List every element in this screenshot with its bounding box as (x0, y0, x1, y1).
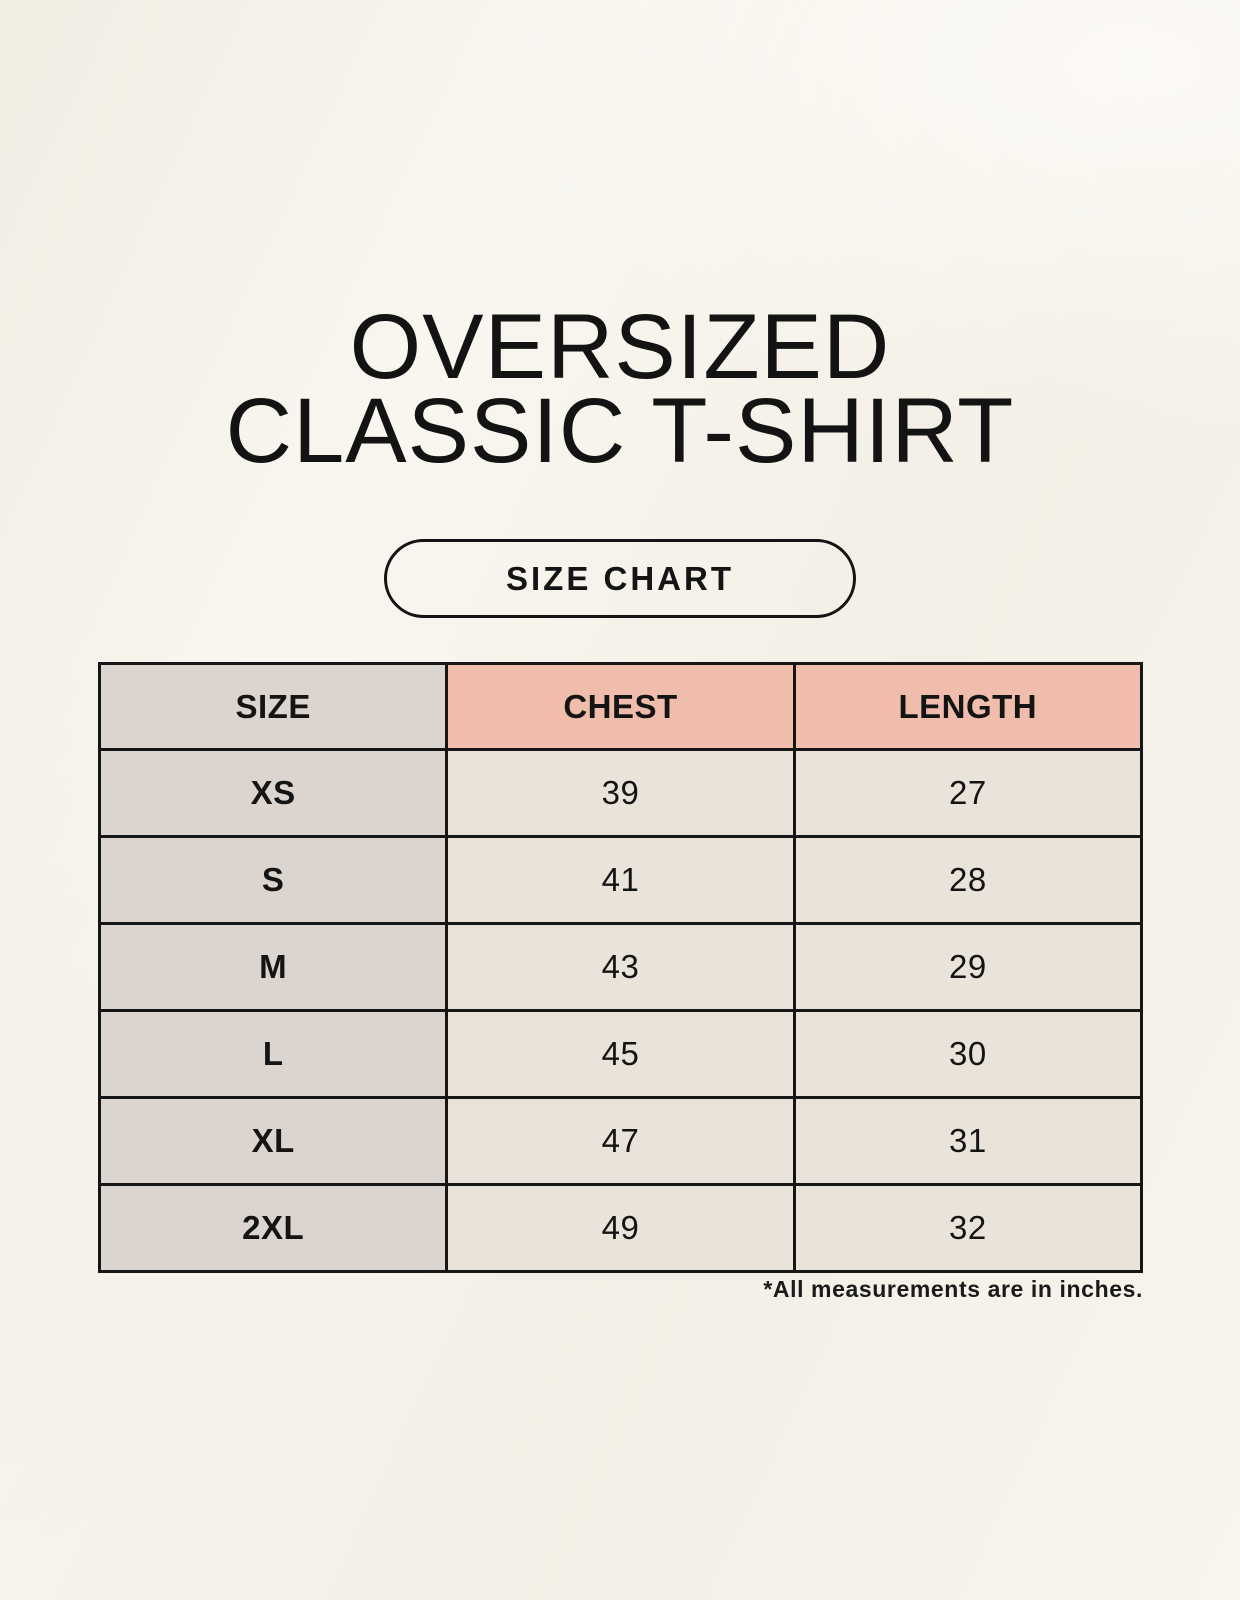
chest-value-cell: 49 (445, 1183, 796, 1273)
size-label-cell: 2XL (97, 1183, 449, 1273)
length-value-cell: 27 (792, 748, 1144, 838)
table-header-row: SIZE CHEST LENGTH (97, 662, 1144, 751)
table-row-m: M 43 29 (97, 922, 1144, 1012)
size-chart-button-label: SIZE CHART (506, 559, 734, 597)
header-cell-length: LENGTH (792, 662, 1144, 751)
measurements-footnote: *All measurements are in inches. (763, 1276, 1143, 1302)
length-value-cell: 30 (792, 1009, 1144, 1099)
length-value-cell: 28 (792, 835, 1144, 925)
chest-value-cell: 41 (445, 835, 796, 925)
table-row-l: L 45 30 (97, 1009, 1144, 1099)
chest-value-cell: 45 (445, 1009, 796, 1099)
title-line-2: CLASSIC T-SHIRT (225, 380, 1015, 482)
size-label-cell: M (97, 922, 449, 1012)
chest-value-cell: 43 (445, 922, 796, 1012)
title-line-1: OVERSIZED (349, 296, 891, 398)
table-row-s: S 41 28 (97, 835, 1144, 925)
length-value-cell: 31 (792, 1096, 1144, 1186)
table-row-xl: XL 47 31 (97, 1096, 1144, 1186)
length-value-cell: 32 (792, 1183, 1144, 1273)
size-label-cell: L (97, 1009, 449, 1099)
chest-value-cell: 39 (445, 748, 796, 838)
table-row-2xl: 2XL 49 32 (97, 1183, 1144, 1273)
size-chart-table: SIZE CHEST LENGTH XS 39 27 S 41 28 M 43 … (97, 662, 1144, 1273)
table-row-xs: XS 39 27 (97, 748, 1144, 838)
header-cell-size: SIZE (97, 662, 449, 751)
header-cell-chest: CHEST (445, 662, 796, 751)
size-label-cell: XS (97, 748, 449, 838)
length-value-cell: 29 (792, 922, 1144, 1012)
size-label-cell: XL (97, 1096, 449, 1186)
size-chart-button[interactable]: SIZE CHART (384, 539, 856, 618)
size-label-cell: S (97, 835, 449, 925)
chest-value-cell: 47 (445, 1096, 796, 1186)
product-title: OVERSIZED CLASSIC T-SHIRT (0, 301, 1240, 477)
